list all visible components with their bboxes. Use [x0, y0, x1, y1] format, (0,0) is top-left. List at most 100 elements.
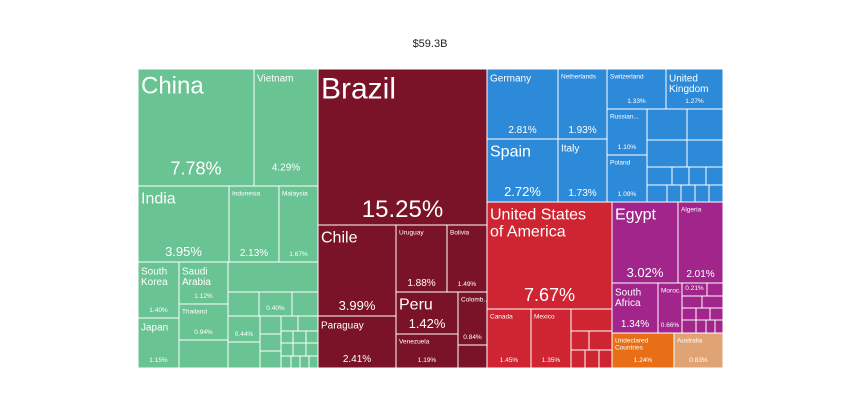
tile-share-0-21[interactable] [681, 282, 708, 297]
tile-malaysia[interactable] [278, 185, 319, 263]
tile-japan[interactable] [137, 317, 180, 369]
tile-bolivia[interactable] [446, 224, 488, 293]
minor-tile-north-america[interactable] [598, 349, 613, 369]
tile-label-switzerland: Switzerland [610, 74, 644, 81]
tile-label-vietnam: Vietnam [257, 74, 294, 85]
tile-label-russian: Russian... [610, 114, 639, 121]
minor-tile-north-america[interactable] [588, 330, 613, 351]
tile-united-states-of-america[interactable] [486, 201, 613, 310]
minor-tile-asia[interactable] [305, 330, 319, 344]
minor-tile-europe[interactable] [686, 108, 724, 141]
tile-value-chile: 3.99% [339, 298, 376, 313]
minor-tile-asia[interactable] [280, 355, 292, 369]
minor-tile-asia[interactable] [227, 291, 260, 317]
minor-tile-europe[interactable] [646, 108, 688, 141]
minor-tile-asia[interactable] [292, 342, 307, 357]
tile-value-malaysia: 1.67% [289, 251, 308, 258]
tile-south-korea[interactable] [137, 261, 180, 319]
minor-tile-south-america[interactable] [457, 344, 488, 369]
tile-moroc[interactable] [657, 282, 683, 334]
tile-united-kingdom[interactable] [665, 68, 724, 110]
minor-tile-africa[interactable] [681, 319, 697, 334]
minor-tile-asia[interactable] [280, 342, 294, 357]
minor-tile-north-america[interactable] [584, 349, 600, 369]
minor-tile-asia[interactable] [280, 315, 299, 332]
minor-tile-asia[interactable] [259, 333, 282, 352]
tile-value-mexico: 1.35% [542, 357, 561, 364]
tile-poland[interactable] [606, 154, 648, 203]
tile-russian[interactable] [606, 108, 648, 156]
minor-tile-europe[interactable] [708, 184, 724, 203]
tile-share-0-44[interactable] [227, 315, 261, 343]
minor-tile-asia[interactable] [292, 330, 307, 344]
tile-value-india: 3.95% [165, 244, 202, 259]
tile-south-africa[interactable] [611, 282, 659, 334]
minor-tile-europe[interactable] [688, 166, 707, 186]
minor-tile-asia[interactable] [259, 350, 282, 369]
tile-saudi-arabia[interactable] [178, 261, 229, 305]
minor-tile-africa[interactable] [705, 319, 716, 334]
minor-tile-europe[interactable] [705, 166, 724, 186]
tile-undeclared-countries[interactable] [611, 332, 675, 369]
minor-tile-asia[interactable] [259, 315, 282, 335]
minor-tile-asia[interactable] [227, 341, 261, 369]
minor-tile-north-america[interactable] [570, 308, 613, 332]
tile-label-peru: Peru [399, 297, 433, 314]
minor-tile-europe[interactable] [686, 139, 724, 168]
tile-venezuela[interactable] [395, 333, 459, 369]
minor-tile-north-america[interactable] [570, 330, 590, 351]
minor-tile-asia[interactable] [227, 261, 319, 293]
tile-spain[interactable] [486, 138, 559, 203]
tile-value-south-korea: 1.40% [149, 307, 168, 314]
tile-value-share-0-21: 0.21% [685, 285, 704, 292]
tile-chile[interactable] [317, 224, 397, 317]
minor-tile-africa[interactable] [681, 295, 703, 309]
tile-peru[interactable] [395, 291, 459, 335]
minor-tile-africa[interactable] [695, 307, 711, 321]
minor-tile-asia[interactable] [299, 355, 310, 369]
tile-share-0-40[interactable] [258, 291, 293, 317]
tile-value-bolivia: 1.49% [458, 281, 477, 288]
minor-tile-asia[interactable] [280, 330, 294, 344]
minor-tile-africa[interactable] [706, 282, 724, 297]
minor-tile-europe[interactable] [671, 166, 690, 186]
minor-tile-africa[interactable] [695, 319, 707, 334]
tile-netherlands[interactable] [557, 68, 608, 140]
tile-value-algeria: 2.01% [686, 269, 714, 280]
minor-tile-africa[interactable] [714, 319, 724, 334]
tile-label-algeria: Algeria [681, 207, 702, 214]
tile-colomb[interactable] [457, 291, 488, 346]
tile-thailand[interactable] [178, 303, 229, 341]
minor-tile-asia[interactable] [290, 355, 301, 369]
tile-value-egypt: 3.02% [627, 265, 664, 280]
minor-tile-europe[interactable] [666, 184, 682, 203]
minor-tile-europe[interactable] [680, 184, 696, 203]
minor-tile-africa[interactable] [681, 307, 697, 321]
minor-tile-asia[interactable] [305, 342, 319, 357]
tile-value-australia: 0.83% [689, 357, 708, 364]
minor-tile-africa[interactable] [709, 307, 724, 321]
tile-uruguay[interactable] [395, 224, 448, 293]
minor-tile-asia[interactable] [308, 355, 319, 369]
tile-canada[interactable] [486, 308, 532, 369]
tile-germany[interactable] [486, 68, 559, 140]
tile-label-canada: Canada [490, 314, 513, 321]
tile-label-malaysia: Malaysia [282, 191, 308, 198]
minor-tile-north-america[interactable] [570, 349, 586, 369]
tile-mexico[interactable] [530, 308, 572, 369]
minor-tile-asia[interactable] [291, 291, 319, 317]
minor-tile-asia[interactable] [297, 315, 319, 332]
tile-egypt[interactable] [611, 201, 679, 284]
minor-tile-europe[interactable] [646, 166, 673, 186]
tile-label-china: China [141, 72, 204, 99]
minor-tile-europe[interactable] [646, 184, 668, 203]
tile-australia[interactable] [673, 332, 724, 369]
minor-tile-europe[interactable] [694, 184, 710, 203]
tile-label-south-africa: Africa [615, 298, 641, 309]
tile-value-united-kingdom: 1.27% [685, 98, 704, 105]
minor-tile-europe[interactable] [646, 139, 688, 168]
tile-label-undeclared-countries: Undeclared [615, 338, 649, 345]
minor-tile-asia[interactable] [178, 339, 229, 369]
minor-tile-africa[interactable] [701, 295, 724, 309]
tile-label-indonesia: Indonesia [232, 191, 261, 198]
